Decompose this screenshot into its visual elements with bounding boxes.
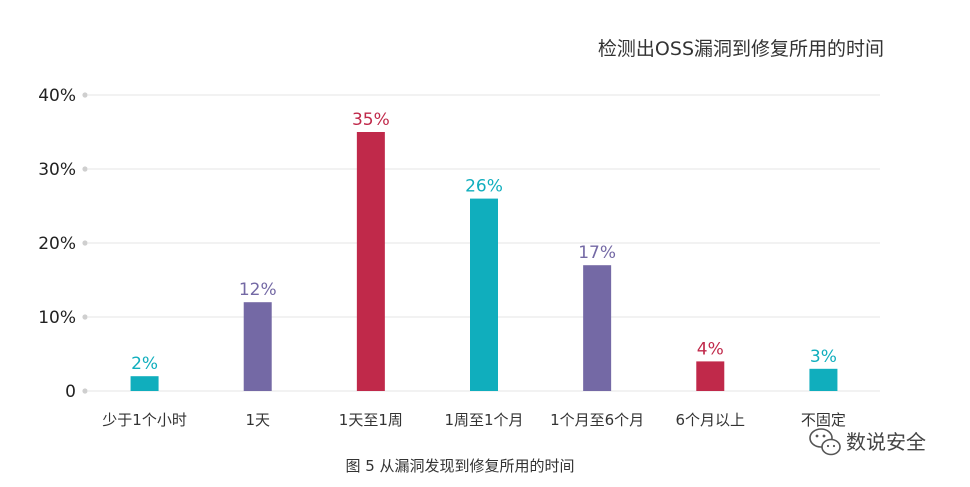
y-tick-label: 20% (38, 234, 76, 254)
y-tick-label: 40% (38, 86, 76, 106)
watermark: 数说安全 (809, 428, 926, 456)
wechat-icon (809, 428, 841, 456)
bar (583, 265, 612, 391)
bar (470, 198, 498, 391)
data-label: 35% (352, 110, 390, 130)
bar (809, 368, 838, 391)
bars (130, 132, 838, 391)
data-label: 17% (578, 243, 616, 263)
figure-caption: 图 5 从漏洞发现到修复所用的时间 (345, 457, 574, 475)
x-tick-label: 1天 (245, 411, 270, 429)
data-label: 26% (465, 177, 503, 197)
y-tick-label: 10% (38, 308, 76, 328)
y-tick-label: 0 (65, 382, 76, 402)
bar (356, 132, 385, 391)
y-tick-label: 30% (38, 160, 76, 180)
y-tick-dot (82, 166, 88, 172)
data-labels: 2% 12% 35% 26% 17% 4% 3% (131, 110, 837, 374)
x-tick-label: 6个月以上 (676, 411, 746, 429)
data-label: 3% (810, 347, 837, 367)
x-tick-label: 不固定 (801, 411, 846, 429)
x-tick-label: 少于1个小时 (102, 411, 187, 429)
data-label: 12% (239, 280, 277, 300)
y-tick-dot (82, 314, 88, 320)
y-tick-dot (82, 92, 88, 98)
chart-title: 检测出OSS漏洞到修复所用的时间 (598, 38, 884, 60)
x-axis: 少于1个小时 1天 1天至1周 1周至1个月 1个月至6个月 6个月以上 不固定 (102, 411, 846, 429)
x-tick-label: 1天至1周 (339, 411, 403, 429)
bar (243, 302, 272, 391)
y-tick-dot (82, 388, 88, 394)
bar (130, 376, 159, 391)
data-label: 4% (697, 339, 724, 359)
y-tick-dot (82, 240, 88, 246)
data-label: 2% (131, 354, 158, 374)
watermark-text: 数说安全 (846, 430, 926, 454)
x-tick-label: 1周至1个月 (444, 411, 523, 429)
x-tick-label: 1个月至6个月 (550, 411, 644, 429)
bar (696, 361, 725, 391)
y-axis: 0 10% 20% 30% 40% (38, 86, 88, 402)
